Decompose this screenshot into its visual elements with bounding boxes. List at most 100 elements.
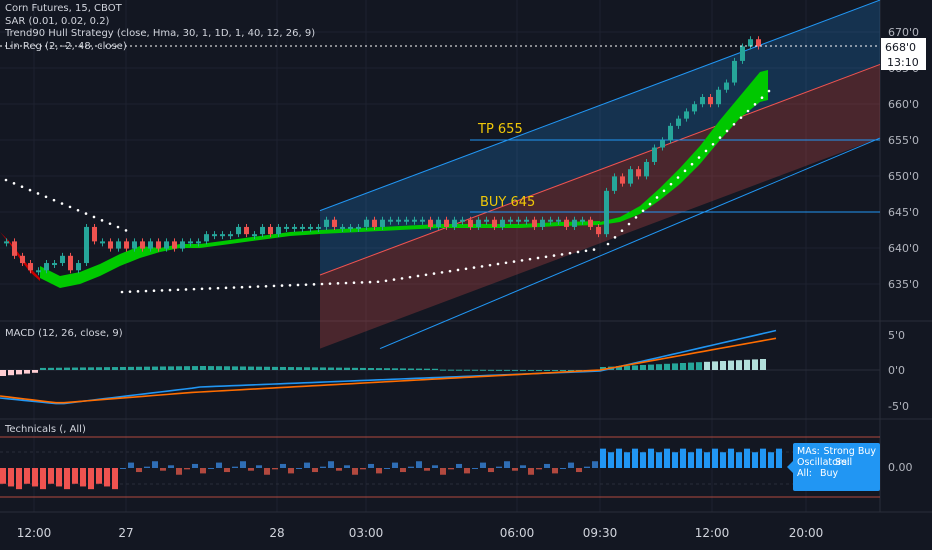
macd-histogram-bar — [488, 369, 494, 371]
macd-histogram-bar — [624, 365, 630, 370]
macd-histogram-bar — [360, 367, 366, 370]
sar-dot — [4, 178, 8, 182]
macd-histogram-bar — [368, 368, 374, 370]
macd-histogram-bar — [688, 362, 694, 370]
legend-hull-strategy[interactable]: Trend90 Hull Strategy (close, Hma, 30, 1… — [5, 28, 316, 39]
technicals-bar — [224, 468, 230, 473]
legend-linreg[interactable]: Lin Reg (2, -2, 48, close) — [5, 40, 127, 52]
legend-symbol[interactable]: Corn Futures, 15, CBOT — [5, 3, 122, 14]
macd-histogram-bar — [8, 370, 14, 376]
macd-histogram-bar — [152, 366, 158, 370]
macd-histogram-bar — [264, 366, 270, 370]
technicals-bar — [128, 462, 134, 468]
macd-histogram-bar — [696, 362, 702, 370]
candle-body — [300, 226, 305, 229]
macd-legend[interactable]: MACD (12, 26, close, 9) — [5, 328, 123, 339]
tp-label: TP 655 — [477, 122, 523, 137]
candle-body — [244, 226, 249, 235]
candle-body — [428, 219, 433, 227]
candle-body — [692, 104, 697, 112]
sar-dot — [416, 274, 420, 278]
sar-dot — [560, 253, 564, 256]
technicals-bar — [560, 468, 566, 469]
sar-dot — [662, 189, 666, 193]
technicals-bar — [160, 468, 166, 471]
sar-dot — [168, 288, 172, 292]
technicals-bar — [64, 468, 70, 490]
legend-sar[interactable]: SAR (0.01, 0.02, 0.2) — [5, 15, 110, 27]
technicals-legend[interactable]: Technicals (, All) — [5, 424, 86, 435]
sar-dot — [304, 283, 308, 286]
technicals-bar — [328, 461, 334, 468]
technicals-bar — [672, 452, 678, 468]
candle-body — [308, 226, 313, 229]
macd-histogram-bar — [536, 370, 542, 371]
macd-histogram-bar — [96, 367, 102, 370]
sar-dot — [320, 282, 324, 286]
technicals-summary: MAs: Strong Buy Oscillators: Sell All: Buy — [787, 443, 880, 491]
sar-dot — [676, 176, 680, 179]
sar-dot — [584, 249, 588, 253]
technicals-bar — [152, 461, 158, 468]
macd-histogram-bar — [144, 366, 150, 370]
price-tick-label: 640'0 — [888, 242, 919, 255]
technicals-bar — [496, 466, 502, 468]
candle-body — [260, 226, 265, 235]
sar-dot — [288, 283, 292, 287]
candle-body — [732, 60, 737, 83]
sar-dot — [464, 267, 468, 271]
candle-body — [412, 219, 417, 222]
sar-dot — [20, 185, 24, 189]
technicals-bar — [504, 461, 510, 468]
technicals-bar — [432, 465, 438, 468]
sar-dot — [152, 289, 156, 293]
candle-body — [444, 219, 449, 227]
sar-dot — [352, 281, 356, 285]
price-tick-label: 655'0 — [888, 134, 919, 147]
macd-histogram-bar — [480, 369, 486, 371]
candle-body — [316, 226, 321, 229]
sar-dot — [60, 202, 64, 205]
technicals-bar — [424, 468, 430, 471]
sar-dot — [544, 255, 548, 259]
candle-body — [532, 219, 537, 227]
macd-histogram-bar — [632, 365, 638, 370]
macd-histogram-bar — [408, 368, 414, 370]
macd-histogram-bar — [520, 369, 526, 371]
candle-body — [172, 241, 177, 249]
macd-histogram-bar — [656, 364, 662, 370]
pill-key: MAs: — [797, 446, 820, 457]
candle-body — [100, 241, 105, 244]
sar-dot — [480, 265, 484, 268]
sar-dot — [725, 129, 729, 133]
candle-body — [596, 226, 601, 235]
candle-body — [660, 140, 665, 148]
technicals-bar — [176, 468, 182, 475]
technicals-bar — [464, 468, 470, 474]
technicals-bar — [216, 462, 222, 468]
candle-body — [708, 96, 713, 105]
technicals-bar — [776, 448, 782, 468]
macd-histogram-bar — [216, 366, 222, 370]
candle-body — [212, 234, 217, 237]
sar-dot — [683, 169, 687, 173]
candle-body — [548, 219, 553, 222]
technicals-bar — [648, 448, 654, 468]
sar-dot — [44, 195, 48, 199]
macd-histogram-bar — [744, 359, 750, 370]
technicals-bar — [488, 468, 494, 473]
sar-dot — [184, 288, 188, 291]
time-tick-label: 12:00 — [17, 526, 52, 540]
macd-histogram-bar — [432, 368, 438, 370]
sar-dot — [620, 229, 624, 232]
macd-histogram-bar — [16, 370, 22, 375]
candle-body — [116, 241, 121, 249]
candle-body — [484, 219, 489, 222]
technicals-bar — [736, 452, 742, 468]
sar-dot — [328, 282, 332, 285]
sar-dot — [552, 254, 556, 257]
sar-dot — [116, 225, 120, 229]
technicals-bar — [568, 462, 574, 468]
macd-histogram-bar — [504, 369, 510, 371]
